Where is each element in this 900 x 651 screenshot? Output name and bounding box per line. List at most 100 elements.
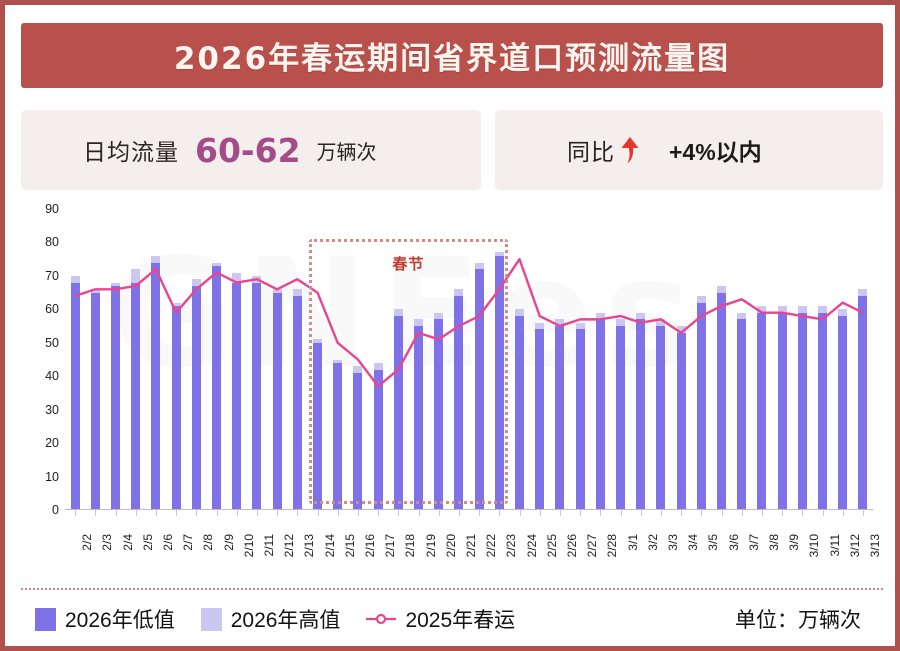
bar-low [474,269,484,510]
x-tick [155,510,157,516]
x-tick-label: 2/10 [241,534,256,558]
bar-low [353,372,363,510]
x-tick-label: 2/6 [160,534,175,551]
y-tick-label: 80 [45,235,59,250]
x-tick [337,510,339,516]
bar-low [90,292,100,510]
x-tick [640,510,642,516]
bar-low [393,316,403,510]
bar-low [616,326,625,510]
x-tick-label: 3/2 [645,534,660,551]
bar-low [333,362,343,510]
x-tick [499,510,501,516]
x-tick-label: 2/2 [80,534,95,551]
x-tick-label: 3/6 [726,534,741,551]
y-tick-label: 50 [45,335,59,350]
x-tick-label: 2/3 [100,534,115,551]
bar-low [414,326,423,510]
page-title: 2026年春运期间省界道口预测流量图 [173,41,731,77]
bar-low [737,319,747,510]
legend-label-2025: 2025年春运 [405,609,516,632]
legend-item-2025[interactable]: 2025年春运 [366,604,515,634]
x-tick-label: 2/24 [524,534,539,558]
spring-festival-label: 春节 [392,256,425,274]
bar-low [656,326,666,510]
x-tick-label: 2/12 [282,534,297,558]
bar-low [252,282,262,510]
x-tick [660,510,662,516]
line-path-2025 [74,257,864,388]
bar-low [373,369,383,510]
x-tick [176,510,178,516]
y-tick-label: 0 [52,503,59,517]
x-tick [216,510,218,516]
bar-low [151,262,161,510]
bar-low [70,282,80,510]
bar-low [858,295,868,510]
x-tick-label: 2/9 [221,534,236,551]
x-tick [418,510,420,516]
x-tick-label: 2/18 [403,534,418,558]
x-tick-label: 2/8 [201,534,216,551]
bar-low [717,292,726,510]
x-tick [701,510,703,516]
legend-label-high: 2026年高值 [230,609,341,632]
stat-value-yoy: +4%以内 [669,139,762,165]
x-tick [802,510,804,516]
x-tick-label: 3/5 [706,534,721,551]
flow-chart: GNEes 0 10 20 30 40 50 60 70 80 90 春节 2/2 2/3 2/4 2/… [21,197,883,582]
bar-low [676,332,686,510]
bar-low [515,316,524,510]
x-tick [580,510,582,516]
bar-low [111,285,120,510]
chart-legend: 2026年低值 2026年高值 2025年春运 单位：万辆次 [21,597,883,641]
legend-item-low[interactable]: 2026年低值 [35,604,175,634]
x-tick [317,510,319,516]
x-tick-label: 3/7 [746,534,761,551]
x-tick-label: 3/9 [787,534,802,551]
bar-series-layer [65,209,873,516]
bar-low [171,306,181,510]
bar-low [757,312,767,510]
x-tick [559,510,561,516]
legend-swatch-2025 [366,612,397,626]
x-tick-label: 3/12 [847,534,862,558]
x-tick-label: 2/21 [463,534,478,558]
x-axis-line [65,508,873,510]
legend-swatch-high [200,607,222,631]
x-tick-label: 2/27 [585,534,600,558]
x-tick [862,510,864,516]
y-axis-labels: 0 10 20 30 40 50 60 70 80 90 [21,197,65,517]
spring-festival-region [309,239,508,504]
arrow-up-icon [621,137,639,164]
stat-unit-daily-flow: 万辆次 [316,141,377,164]
x-tick-label: 2/14 [322,534,337,558]
x-tick [196,510,198,516]
x-tick-label: 2/17 [383,534,398,558]
x-tick [297,510,299,516]
bar-low [818,312,827,510]
legend-item-high[interactable]: 2026年高值 [200,604,341,634]
x-tick [519,510,521,516]
x-tick-label: 3/4 [686,534,701,551]
stat-label-yoy: 同比 [567,139,615,165]
bar-low [313,342,322,510]
x-tick [277,510,279,516]
legend-unit-note: 单位：万辆次 [735,609,861,632]
legend-label-low: 2026年低值 [65,609,175,632]
x-tick [135,510,137,516]
stat-value-daily-flow: 60-62 [195,130,301,170]
bar-low [272,292,282,510]
x-tick [600,510,602,516]
x-tick [357,510,359,516]
x-tick [761,510,763,516]
x-tick-label: 2/20 [443,534,458,558]
x-tick-label: 3/13 [867,534,882,558]
bar-low [232,282,242,510]
bar-low [535,329,545,510]
stat-label-daily-flow: 日均流量 [83,139,179,165]
x-tick-label: 2/7 [181,534,196,551]
x-tick-label: 3/1 [625,534,640,551]
x-tick-label: 2/4 [120,534,135,551]
